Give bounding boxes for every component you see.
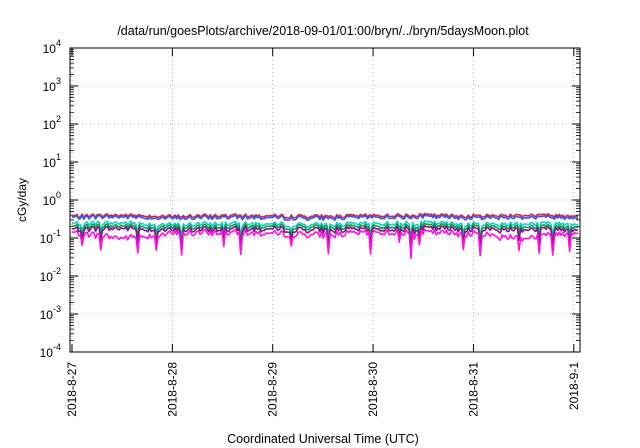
series-line-2 — [71, 214, 579, 222]
grid — [70, 47, 580, 353]
x-axis-ticks: 2018-8-27 2018-8-28 2018-8-29 2018-8-30 2018… — [65, 362, 581, 417]
y-tick-label: 103 — [43, 76, 61, 94]
plot-frame — [69, 47, 581, 353]
chart-title: /data/run/goesPlots/archive/2018-09-01/0… — [117, 24, 529, 38]
x-axis-label: Coordinated Universal Time (UTC) — [227, 432, 419, 446]
plot-area — [71, 212, 579, 260]
x-tick-label: 2018-8-28 — [165, 362, 179, 417]
series-line-1 — [71, 212, 578, 219]
series-line-6 — [71, 228, 579, 260]
y-axis-ticks: 10-4 10-3 10-2 10-1 100 101 102 103 104 — [40, 38, 61, 360]
x-tick-label: 2018-9-1 — [567, 362, 581, 410]
y-tick-label: 10-3 — [40, 304, 61, 322]
y-axis-label: cGy/day — [15, 178, 29, 222]
y-tick-label: 100 — [43, 190, 61, 208]
x-tick-label: 2018-8-27 — [65, 362, 79, 417]
y-tick-label: 104 — [43, 38, 61, 56]
y-tick-label: 10-4 — [40, 342, 61, 360]
x-tick-label: 2018-8-30 — [366, 362, 380, 417]
y-tick-label: 101 — [43, 152, 61, 170]
series-line-5 — [71, 224, 579, 252]
y-tick-label: 102 — [43, 114, 61, 132]
y-tick-label: 10-2 — [40, 266, 61, 284]
x-tick-label: 2018-8-29 — [266, 362, 280, 417]
y-tick-label: 10-1 — [40, 228, 61, 246]
x-tick-label: 2018-8-31 — [466, 362, 480, 417]
